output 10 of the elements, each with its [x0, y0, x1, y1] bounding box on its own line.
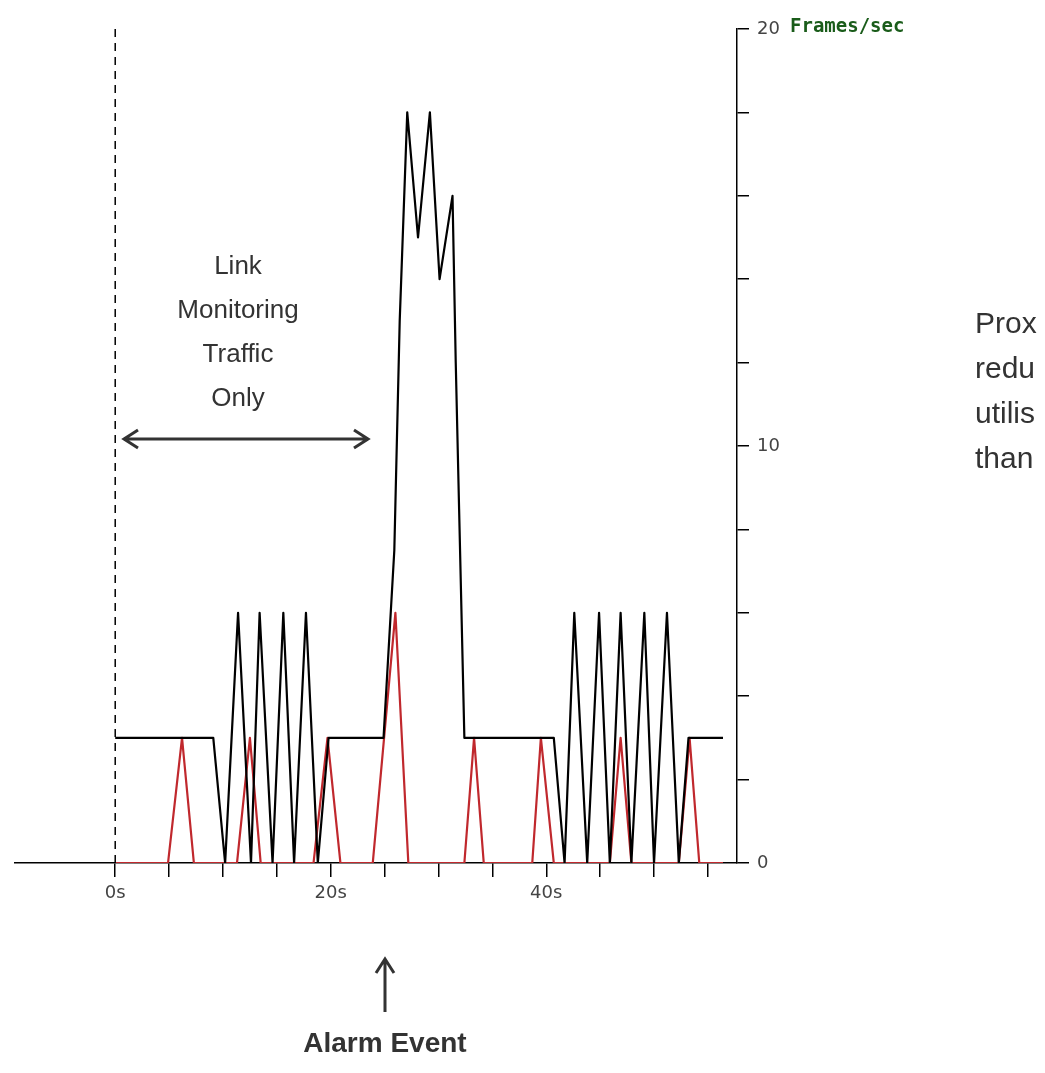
- y-tick-label: 20: [757, 16, 780, 38]
- x-tick-label: 0s: [104, 881, 126, 903]
- x-tick-label: 40s: [530, 881, 563, 903]
- y-axis-title: Frames/sec: [790, 14, 905, 36]
- x-tick-label: 20s: [314, 881, 347, 903]
- annotation: Link Monitoring Traffic Only: [176, 249, 300, 414]
- text: Prox redu utilis than: [975, 305, 1037, 476]
- y-tick-label: 0: [757, 850, 769, 872]
- text: Alarm Event: [302, 1027, 468, 1059]
- y-tick-label: 10: [757, 433, 780, 455]
